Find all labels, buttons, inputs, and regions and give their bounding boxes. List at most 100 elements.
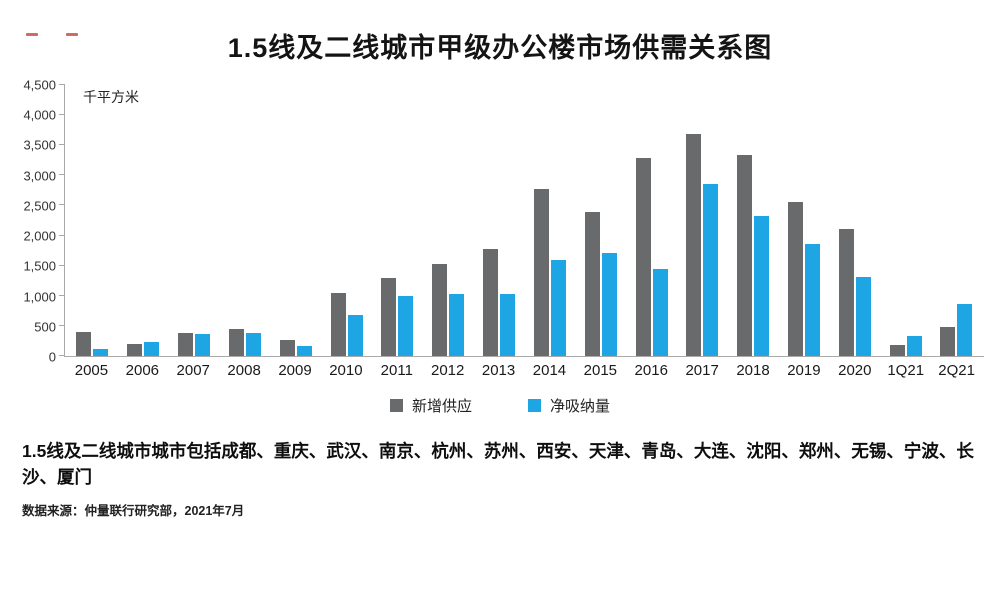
bar-净吸纳量-2012 <box>449 293 465 356</box>
bar-新增供应-2006 <box>127 343 143 356</box>
bar-净吸纳量-2015 <box>601 253 617 356</box>
x-axis-label-2019: 2019 <box>787 362 821 379</box>
source-note: 数据来源：仲量联行研究部，2021年7月 <box>22 503 245 518</box>
bar-净吸纳量-2008 <box>245 333 261 356</box>
bar-group-2011 <box>372 85 423 356</box>
bar-净吸纳量-2Q21 <box>957 304 973 356</box>
legend-item-新增供应: 新增供应 <box>389 395 472 416</box>
bar-group-2013 <box>474 85 525 356</box>
bar-新增供应-2013 <box>483 249 499 356</box>
bar-group-2009 <box>270 85 321 356</box>
y-axis-tick-label: 3,500 <box>23 137 56 153</box>
y-axis-tick-label: 1,000 <box>23 289 56 305</box>
bar-group-2017 <box>677 85 728 356</box>
bar-净吸纳量-2019 <box>805 244 820 356</box>
bar-新增供应-2016 <box>635 158 651 356</box>
decorative-dash-icon <box>26 33 38 36</box>
y-axis-tick-mark <box>59 204 65 206</box>
bar-group-2020 <box>829 85 880 356</box>
bar-新增供应-1Q21 <box>889 344 905 356</box>
bar-group-2014 <box>524 85 575 356</box>
legend-swatch <box>528 399 541 412</box>
bar-group-2015 <box>575 85 626 356</box>
x-axis-label-2014: 2014 <box>532 362 567 379</box>
bar-新增供应-2010 <box>330 292 346 356</box>
bar-净吸纳量-2020 <box>855 276 871 356</box>
bar-新增供应-2007 <box>178 332 194 356</box>
footnote: 1.5线及二线城市城市包括成都、重庆、武汉、南京、杭州、苏州、西安、天津、青岛、… <box>22 438 978 491</box>
chart-plot-row: 0 500 1,000 1,500 2,000 2,500 3,000 3,500 4,000 4… <box>12 78 984 365</box>
footnote-body: 包括成都、重庆、武汉、南京、杭州、苏州、西安、天津、青岛、大连、沈阳、郑州、无锡… <box>22 441 974 488</box>
y-axis: 0 500 1,000 1,500 2,000 2,500 3,000 3,500 4,000 4… <box>12 78 64 365</box>
bar-group-2Q21 <box>931 85 982 356</box>
legend-swatch <box>389 399 403 412</box>
y-axis-tick-label: 2,500 <box>23 198 56 214</box>
y-axis-tick-label: 0 <box>48 349 56 365</box>
bar-新增供应-2015 <box>584 212 600 356</box>
y-axis-tick-label: 2,000 <box>23 228 56 244</box>
bar-净吸纳量-2017 <box>703 184 719 356</box>
decorative-dash-icon <box>66 33 78 36</box>
x-axis-label-2009: 2009 <box>278 362 312 379</box>
bar-group-2016 <box>626 85 677 356</box>
y-axis-tick-mark <box>59 294 65 296</box>
x-axis-label-2017: 2017 <box>685 362 719 379</box>
x-axis-label-2018: 2018 <box>736 362 770 379</box>
x-axis-label-2015: 2015 <box>583 362 618 379</box>
bar-group-2008 <box>219 85 270 356</box>
bar-新增供应-2008 <box>228 328 244 356</box>
x-axis-label-2010: 2010 <box>329 362 363 379</box>
bar-净吸纳量-2006 <box>144 342 160 356</box>
x-axis-label-2Q21: 2Q21 <box>938 362 975 379</box>
legend-item-净吸纳量: 净吸纳量 <box>528 395 610 416</box>
y-axis-tick-mark <box>59 144 65 146</box>
y-axis-tick-mark <box>59 355 65 356</box>
bar-净吸纳量-2009 <box>296 346 312 356</box>
x-axis-label-2013: 2013 <box>481 362 516 379</box>
bar-新增供应-2018 <box>737 155 753 356</box>
bar-新增供应-2019 <box>788 201 803 356</box>
y-axis-tick-label: 4,000 <box>23 107 56 123</box>
bar-新增供应-2011 <box>381 278 397 356</box>
bar-group-1Q21 <box>880 85 931 356</box>
bar-新增供应-2012 <box>432 263 448 356</box>
y-axis-tick-label: 1,500 <box>23 258 56 274</box>
plot-area: 千平方米 <box>59 84 984 357</box>
x-axis-label-2012: 2012 <box>430 362 465 379</box>
legend-label: 净吸纳量 <box>550 398 611 415</box>
bar-净吸纳量-2007 <box>195 333 211 356</box>
x-axis-label-2016: 2016 <box>634 362 668 379</box>
bar-group-2005 <box>67 85 118 356</box>
bar-新增供应-2Q21 <box>940 326 956 356</box>
y-axis-tick-label: 500 <box>34 319 56 335</box>
bar-净吸纳量-2013 <box>500 293 516 356</box>
bar-group-2018 <box>728 85 779 356</box>
y-axis-tick-mark <box>59 114 65 116</box>
x-axis-label-2011: 2011 <box>380 362 413 379</box>
bar-净吸纳量-2011 <box>398 295 414 356</box>
y-axis-tick-mark <box>59 174 65 176</box>
x-axis: 2005 2006 2007 2008 2009 2010 2011 2012 2013 2014… <box>12 362 984 379</box>
x-axis-label-2006: 2006 <box>125 362 160 379</box>
y-axis-tick-mark <box>59 264 65 266</box>
chart-title: 1.5线及二线城市甲级办公楼市场供需关系图 <box>227 33 773 63</box>
y-axis-tick-mark <box>59 84 65 85</box>
bar-chart: 0 500 1,000 1,500 2,000 2,500 3,000 3,500 4,000 4… <box>0 78 1000 416</box>
y-axis-tick-label: 3,000 <box>23 168 56 184</box>
bar-净吸纳量-2014 <box>550 259 566 356</box>
x-axis-label-1Q21: 1Q21 <box>887 362 925 379</box>
legend-label: 新增供应 <box>411 398 472 415</box>
top-left-decorative-marks <box>26 33 78 36</box>
legend: 新增供应 净吸纳量 <box>0 395 1000 416</box>
x-axis-label-2020: 2020 <box>838 362 872 379</box>
y-axis-tick-mark <box>59 234 65 236</box>
x-axis-label-2005: 2005 <box>74 362 109 379</box>
x-axis-label-2008: 2008 <box>227 362 261 379</box>
bar-group-2006 <box>118 85 169 356</box>
bar-group-2007 <box>169 85 220 356</box>
bar-净吸纳量-2005 <box>93 349 109 356</box>
bar-新增供应-2014 <box>533 188 549 356</box>
bar-新增供应-2009 <box>279 340 295 356</box>
bar-新增供应-2020 <box>838 228 854 356</box>
bar-group-2010 <box>321 85 372 356</box>
